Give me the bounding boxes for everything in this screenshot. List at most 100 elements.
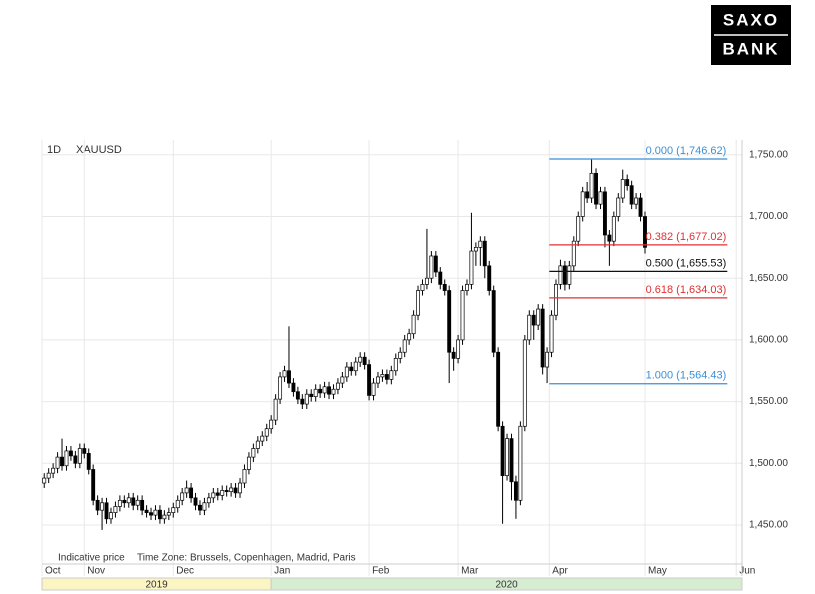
candle-body [571, 240, 576, 267]
candle-body [202, 502, 207, 511]
candle-body [242, 469, 247, 484]
candle-body [349, 366, 354, 372]
fib-label: 0.618 (1,634.03) [646, 284, 727, 296]
year-label: 2020 [495, 580, 518, 591]
candle-body [438, 271, 443, 285]
candle-body [166, 512, 171, 516]
candle-body [433, 255, 438, 273]
candle-body [371, 382, 376, 396]
candle-body [598, 191, 603, 205]
candle-body [558, 265, 563, 285]
candle-body [171, 507, 176, 513]
candle-body [580, 191, 585, 217]
candle-body [206, 497, 211, 504]
candle-body [554, 284, 558, 316]
fib-label: 1.000 (1,564.43) [646, 370, 727, 382]
candle-body [95, 499, 100, 511]
candle-body [273, 398, 278, 421]
candle-body [126, 497, 131, 504]
candle-body [42, 477, 47, 484]
logo-bottom: BANK [722, 39, 779, 58]
candle-body [153, 509, 158, 516]
candle-body [340, 376, 345, 384]
candle-body [376, 376, 380, 384]
candle-body [180, 492, 185, 501]
candle-body [589, 172, 594, 199]
candle-body [331, 388, 336, 395]
fib-label: 0.500 (1,655.53) [646, 257, 727, 269]
candle-body [527, 314, 532, 341]
candle-body [246, 456, 251, 470]
candle-body [402, 339, 407, 353]
candle-body [229, 487, 234, 493]
candle-body [389, 370, 394, 380]
candle-body [184, 487, 189, 494]
candle-body [602, 191, 607, 236]
candle-body [157, 509, 162, 520]
timezone: Time Zone: Brussels, Copenhagen, Madrid,… [137, 553, 356, 564]
candle-body [424, 277, 429, 285]
candle-body [611, 216, 616, 242]
candle-body [487, 265, 492, 291]
candle-body [131, 497, 136, 506]
y-tick-label: 1,750.00 [749, 149, 788, 160]
candle-body [135, 499, 140, 506]
candle-body [278, 376, 283, 400]
x-tick-label: Feb [372, 566, 390, 577]
candle-body [473, 247, 478, 252]
candle-body [585, 191, 590, 199]
candle-body [91, 469, 96, 501]
candle-body [322, 386, 327, 394]
candle-body [335, 382, 340, 390]
candle-body [224, 490, 229, 493]
candle-body [460, 290, 465, 341]
candle-body [46, 472, 51, 479]
candle-body [469, 250, 474, 285]
x-tick-label: Jun [739, 566, 755, 577]
candle-body [60, 456, 64, 467]
candle-body [562, 265, 567, 285]
candle-body [491, 290, 496, 353]
candle-body [255, 440, 260, 449]
candle-body [505, 438, 509, 476]
candle-body [420, 284, 425, 291]
candle-body [509, 438, 514, 483]
candle-body [465, 284, 469, 291]
y-tick-label: 1,500.00 [749, 458, 788, 469]
x-tick-label: Oct [45, 566, 61, 577]
candle-body [282, 370, 287, 378]
candle-body [264, 428, 269, 437]
x-tick-label: Jan [274, 566, 290, 577]
x-tick-label: Apr [552, 566, 568, 577]
candle-body [193, 497, 198, 506]
symbol: XAUUSD [76, 144, 122, 156]
candle-body [393, 358, 398, 372]
candle-body [540, 308, 545, 368]
candle-body [251, 448, 256, 458]
candle-body [304, 393, 309, 405]
candle-body [545, 351, 550, 368]
candle-body [313, 388, 318, 398]
candle-body [478, 240, 483, 248]
candle-body [549, 314, 554, 353]
candle-body [149, 512, 153, 516]
candle-body [220, 490, 225, 496]
candle-body [616, 197, 621, 217]
candle-body [117, 499, 122, 507]
candle-body [113, 506, 118, 513]
candle-body [638, 197, 643, 217]
candle-body [531, 314, 536, 326]
candle-body [109, 512, 113, 520]
candle-body [643, 216, 647, 248]
candle-body [447, 290, 452, 353]
candle-body [260, 435, 265, 442]
candle-body [429, 255, 434, 279]
candle-body [162, 514, 167, 520]
candle-body [175, 499, 180, 509]
candle-body [144, 509, 149, 513]
candle-body [287, 370, 291, 384]
candle-body [629, 185, 634, 205]
candle-body [122, 499, 127, 504]
candle-body [567, 265, 572, 285]
x-tick-label: May [648, 566, 667, 577]
